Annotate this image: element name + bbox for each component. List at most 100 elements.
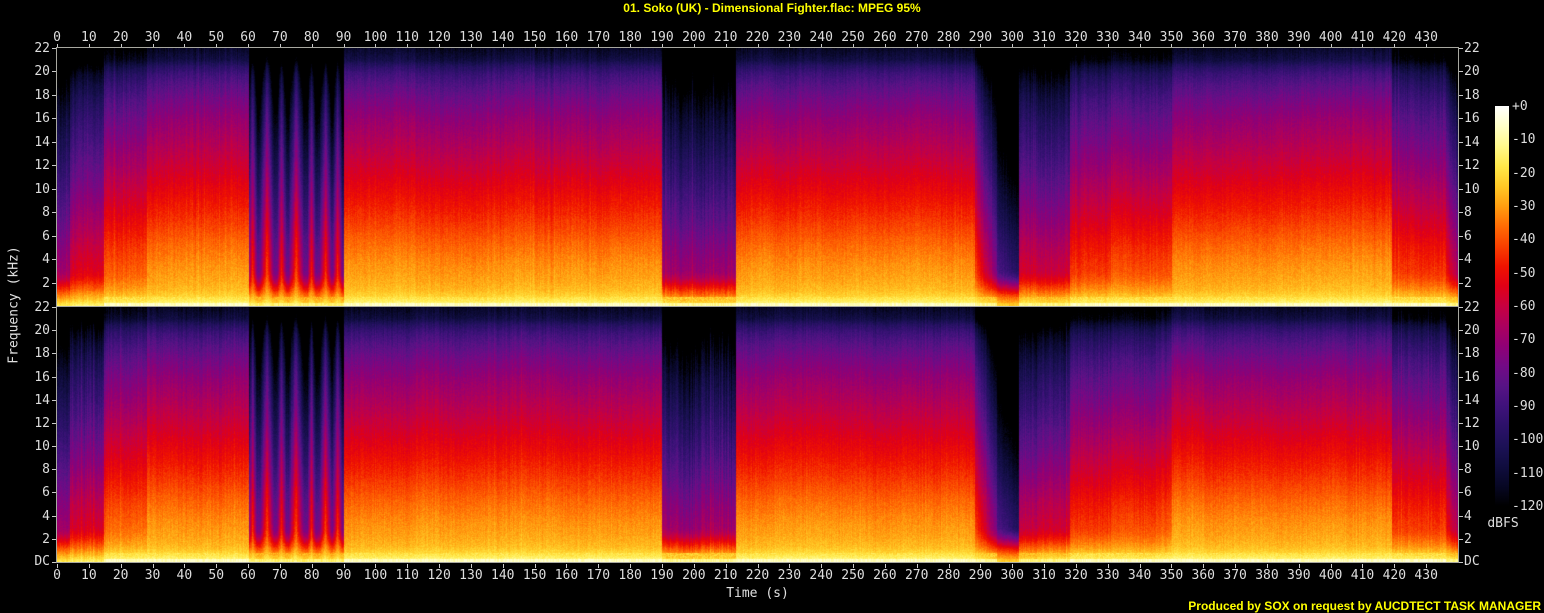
time-tick-label: 90 <box>335 30 352 45</box>
colorbar-tick-label: -50 <box>1512 265 1536 281</box>
time-tick <box>343 564 345 568</box>
time-tick-label: 30 <box>144 30 161 45</box>
time-tick <box>916 564 918 568</box>
freq-tick-label: 2 <box>42 531 50 547</box>
time-tick-label: 290 <box>968 568 993 583</box>
time-tick <box>1075 564 1077 568</box>
time-tick-label: 30 <box>144 568 161 583</box>
freq-tick <box>52 562 56 563</box>
time-tick-label: 270 <box>904 568 929 583</box>
colorbar-tick-label: -30 <box>1512 199 1536 214</box>
time-tick <box>120 44 122 48</box>
freq-tick-label: 6 <box>1464 485 1472 501</box>
channel-2-spectrogram <box>56 306 1459 563</box>
time-tick-label: 190 <box>650 30 674 45</box>
time-tick <box>821 44 823 48</box>
time-tick-label: 370 <box>1223 30 1247 45</box>
time-tick <box>661 44 663 48</box>
time-tick <box>1139 564 1141 568</box>
colorbar-tick-label: +0 <box>1512 99 1528 114</box>
time-tick <box>1075 44 1077 48</box>
time-tick <box>152 564 154 568</box>
time-tick <box>311 44 313 48</box>
time-tick-label: 400 <box>1318 568 1343 583</box>
time-tick <box>980 564 982 568</box>
freq-dc-label: DC <box>1464 554 1480 569</box>
time-tick <box>120 564 122 568</box>
freq-tick <box>1459 330 1463 332</box>
time-tick-label: 130 <box>459 30 483 45</box>
freq-tick-label: 4 <box>1464 252 1472 268</box>
time-tick <box>1362 564 1364 568</box>
freq-tick <box>52 141 56 143</box>
freq-tick-label: 2 <box>42 275 50 291</box>
freq-tick <box>52 399 56 401</box>
time-tick-label: 110 <box>395 568 419 583</box>
time-tick-label: 150 <box>522 30 547 45</box>
freq-tick-label: 4 <box>1464 508 1472 524</box>
freq-tick-label: 2 <box>1464 531 1472 547</box>
freq-tick-label: 10 <box>1464 181 1480 197</box>
time-tick <box>980 44 982 48</box>
time-tick-label: 140 <box>491 30 515 45</box>
freq-tick-label: 20 <box>1464 323 1480 339</box>
time-tick-label: 350 <box>1159 568 1184 583</box>
freq-tick-label: 16 <box>34 111 50 127</box>
time-tick-label: 180 <box>618 568 642 583</box>
time-tick <box>57 564 58 568</box>
time-tick-label: 250 <box>841 568 865 583</box>
time-tick-label: 40 <box>176 30 193 45</box>
freq-tick <box>1459 165 1463 167</box>
time-tick-label: 390 <box>1287 568 1311 583</box>
time-tick <box>1012 564 1014 568</box>
time-tick-label: 330 <box>1096 30 1120 45</box>
freq-tick-label: 4 <box>42 252 50 268</box>
freq-tick <box>1459 376 1463 378</box>
time-tick <box>598 44 600 48</box>
time-tick-label: 160 <box>554 568 579 583</box>
freq-tick-label: 12 <box>34 158 50 174</box>
time-tick-label: 100 <box>363 568 388 583</box>
time-tick-label: 230 <box>777 30 802 45</box>
freq-tick-label: 18 <box>1464 346 1480 362</box>
freq-tick <box>1459 469 1463 471</box>
time-tick-label: 20 <box>112 568 129 583</box>
time-tick-label: 420 <box>1382 568 1407 583</box>
time-tick-label: 70 <box>272 30 288 45</box>
freq-tick <box>1459 562 1463 563</box>
freq-tick-label: 22 <box>1464 41 1480 56</box>
time-tick <box>279 44 281 48</box>
freq-tick <box>1459 492 1463 494</box>
freq-tick <box>1459 94 1463 96</box>
time-tick <box>630 564 632 568</box>
time-tick-label: 100 <box>363 30 388 45</box>
time-tick <box>1394 44 1396 48</box>
time-tick <box>152 44 154 48</box>
freq-tick <box>1459 446 1463 448</box>
time-tick <box>661 564 663 568</box>
time-tick <box>184 564 186 568</box>
freq-tick-label: 14 <box>1464 134 1480 150</box>
time-tick <box>821 564 823 568</box>
time-tick <box>757 564 759 568</box>
time-tick-label: 370 <box>1223 568 1247 583</box>
time-tick-label: 340 <box>1127 30 1152 45</box>
time-tick <box>853 564 855 568</box>
time-tick-label: 80 <box>303 30 320 45</box>
freq-tick <box>52 259 56 261</box>
time-tick-label: 350 <box>1159 30 1184 45</box>
time-tick-label: 410 <box>1350 30 1375 45</box>
freq-tick <box>52 71 56 73</box>
time-tick-label: 300 <box>1000 568 1024 583</box>
time-tick-label: 320 <box>1064 30 1088 45</box>
freq-tick-label: 20 <box>34 323 50 339</box>
time-tick-label: 170 <box>586 30 611 45</box>
time-tick-label: 80 <box>303 568 320 583</box>
time-tick <box>693 564 695 568</box>
time-tick-label: 180 <box>618 30 642 45</box>
freq-tick <box>1459 48 1463 49</box>
time-tick <box>88 564 90 568</box>
time-tick-label: 290 <box>968 30 993 45</box>
time-tick <box>216 44 218 48</box>
